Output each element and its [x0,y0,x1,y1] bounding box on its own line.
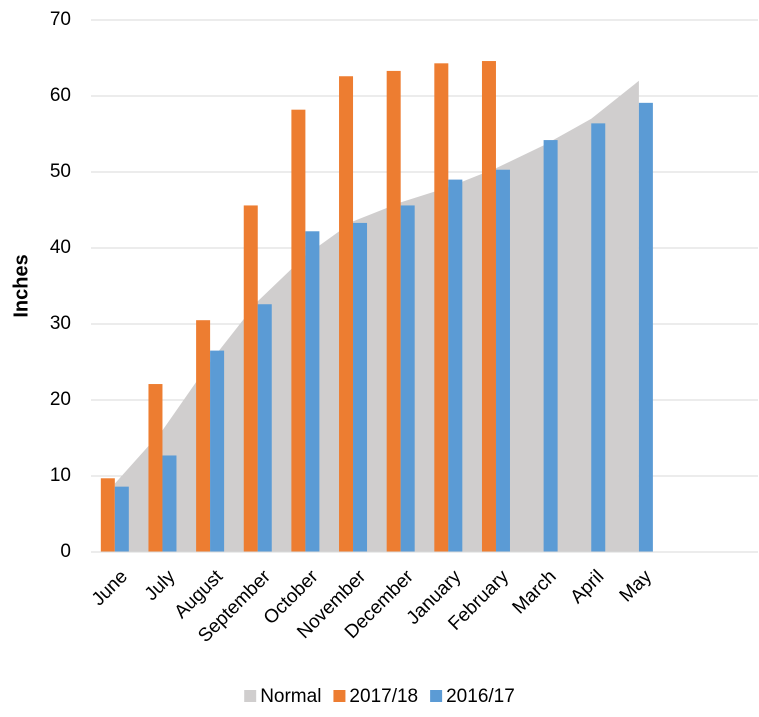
bar [257,304,272,552]
y-tick-label: 20 [50,389,71,410]
y-tick-label: 40 [50,237,71,258]
bar [543,140,558,552]
bar [386,70,401,553]
bar [481,61,496,552]
bar [400,205,415,552]
x-tick-label: June [88,566,132,610]
y-tick-label: 50 [50,161,71,182]
bar [162,455,177,552]
bar [353,222,368,553]
legend-label: 2017/18 [349,686,418,707]
y-tick-label: 70 [50,9,71,30]
x-tick-label: May [616,566,657,607]
bar [434,63,449,552]
bar [114,486,129,552]
bar [638,102,653,552]
legend-label: Normal [260,686,321,707]
bar [305,231,320,552]
bar [495,169,510,552]
bar [210,350,225,552]
y-tick-label: 30 [50,313,71,334]
bar [448,179,463,552]
area [114,80,639,553]
x-tick-label: July [141,566,180,605]
y-tick-label: 60 [50,85,71,106]
bar [291,109,306,553]
bar [591,123,606,553]
x-tick-label: March [509,566,561,618]
legend-swatch [333,690,346,702]
legend-label: 2016/17 [446,686,515,707]
bar [243,205,258,552]
legend: Normal 2017/18 2016/17 [244,686,515,707]
y-axis-label: Inches [10,254,32,317]
legend-swatch [430,690,443,702]
bar [100,478,115,552]
y-tick-label: 0 [60,541,71,562]
bar [339,76,354,553]
bar [196,320,211,552]
bar [148,384,163,552]
y-tick-label: 10 [50,465,71,486]
x-tick-label: April [567,566,609,608]
legend-swatch [244,690,257,702]
